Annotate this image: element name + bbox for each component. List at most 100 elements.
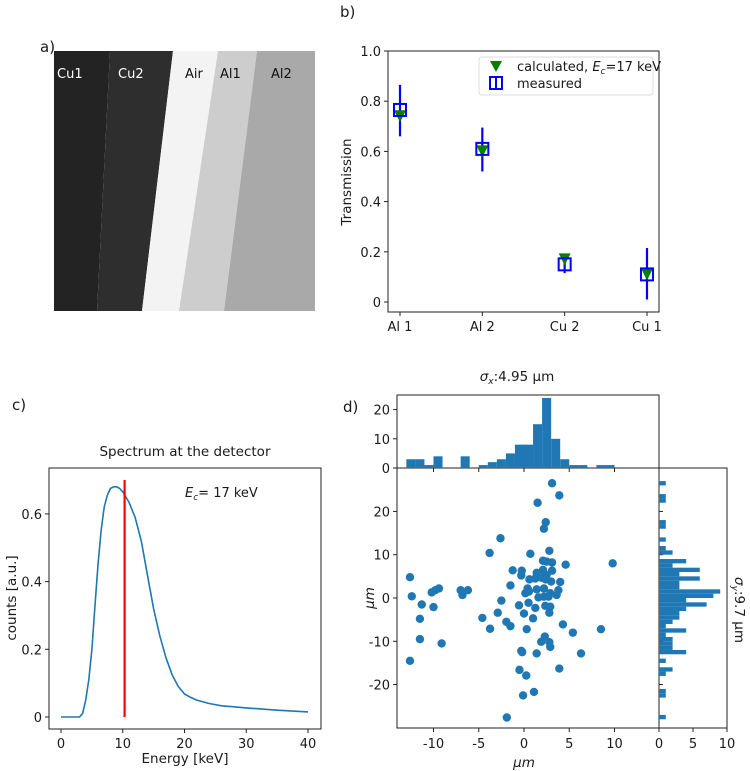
b-calculated-point: [476, 145, 489, 158]
d-scatter-point: [407, 592, 416, 601]
region-label: Air: [185, 67, 204, 82]
d-xlabel: μm: [512, 755, 535, 771]
d-scatter-point: [518, 691, 528, 700]
d-yhist-bar: [659, 563, 673, 568]
d-scatter-point: [547, 479, 557, 488]
d-scatter-point: [576, 649, 586, 658]
panel-label-b: b): [340, 3, 355, 21]
panel-label-d: d): [343, 398, 358, 416]
legend-measured: measured: [517, 77, 582, 92]
d-scatter-point: [541, 518, 550, 527]
d-yhist-bar: [659, 494, 666, 499]
d-scatter-point: [478, 613, 487, 623]
d-scatter-point: [493, 608, 502, 617]
b-ylabel: Transmission: [339, 138, 355, 226]
d-scatter-point: [485, 624, 495, 633]
region-cu2: [97, 51, 173, 311]
d-xhist-bar: [415, 459, 425, 468]
b-xtick-label: Cu 2: [550, 320, 580, 335]
region-label: Cu1: [57, 67, 83, 82]
region-air: [142, 51, 218, 311]
b-ytick-label: 0.2: [360, 246, 381, 261]
d-yhist-xtick-label: 0: [655, 737, 663, 752]
d-scatter-point: [502, 713, 512, 722]
d-scatter-point: [558, 620, 568, 629]
d-scatter-point: [545, 608, 554, 617]
b-xtick-label: Al 2: [470, 320, 495, 335]
c-ytick-label: 0: [34, 711, 42, 726]
d-scatter-point: [429, 602, 438, 612]
d-yhist-bar: [659, 576, 700, 581]
b-legend: calculated, Ec=17 keV measured: [478, 56, 661, 96]
d-scatter-point: [417, 600, 426, 609]
d-scatter-point: [463, 586, 473, 595]
d-scatter-point: [506, 621, 515, 631]
d-scatter-point: [568, 628, 578, 637]
panel-c-spectrum-chart: Spectrum at the detector Energy [keV] co…: [4, 444, 322, 767]
panel-label-a: a): [40, 38, 55, 56]
d-xhist-bar: [569, 465, 579, 468]
d-xhist-bar: [424, 465, 434, 468]
d-xhist-bar: [560, 459, 570, 468]
d-scatter-point: [415, 634, 425, 644]
c-spectrum-line: [61, 485, 309, 718]
d-yhist-bar: [659, 628, 687, 633]
panel-a-image: Cu1 Cu2 Air Al1 Al2: [54, 51, 315, 311]
c-xtick-label: 20: [176, 737, 193, 752]
d-yhist-bar: [659, 606, 687, 611]
d-yhist-bar: [659, 559, 687, 564]
d-xhist-bar: [533, 424, 543, 468]
d-scatter-frame: [396, 467, 660, 729]
d-scatter-point: [517, 647, 527, 657]
d-scatter-point: [524, 587, 534, 596]
d-xtick-label: -5: [472, 737, 485, 752]
d-yhist-bar: [659, 671, 666, 676]
d-yhist-bar: [659, 589, 721, 594]
b-axes-frame: [387, 50, 660, 313]
d-scatter-point: [531, 603, 540, 613]
d-xhist-ytick-label: 20: [373, 404, 390, 419]
c-ytick-label: 0.6: [21, 508, 42, 523]
legend-box: [478, 56, 654, 96]
d-yhist-bar: [659, 632, 666, 637]
d-xhist-bar: [596, 465, 606, 468]
c-ylabel: counts [a.u.]: [4, 555, 20, 640]
d-yhist-bar: [659, 598, 687, 603]
d-ytick-label: 20: [373, 505, 390, 520]
d-yhist-xtick-label: 5: [689, 737, 697, 752]
b-ytick-label: 0.8: [360, 95, 381, 110]
region-label: Al1: [220, 67, 241, 82]
d-scatter-point: [596, 624, 606, 634]
d-yhist-bar: [659, 537, 666, 542]
c-xtick-label: 0: [57, 737, 65, 752]
d-scatter-point: [522, 671, 531, 680]
d-ytick-label: -10: [369, 635, 390, 650]
b-xtick-label: Cu 1: [632, 320, 662, 335]
d-scatter-point: [561, 560, 570, 569]
d-scatter-point: [522, 624, 531, 634]
d-scatter-point: [532, 649, 541, 658]
d-yhist-bar: [659, 623, 666, 629]
d-yhist-bar: [659, 636, 673, 642]
d-yhist-bar: [659, 498, 666, 503]
d-scatter-point: [526, 549, 535, 559]
c-ytick-label: 0.4: [21, 576, 42, 591]
b-ytick-label: 1.0: [360, 45, 381, 60]
region-label: Cu2: [118, 67, 144, 82]
d-yhist-bar: [659, 649, 687, 655]
d-xhist-bar: [551, 438, 561, 468]
c-xtick-label: 10: [114, 737, 131, 752]
d-xhist-bar: [514, 444, 524, 468]
d-scatter-point: [536, 637, 546, 646]
d-scatter-point: [528, 614, 538, 623]
d-scatter-point: [514, 601, 524, 610]
d-yhist-bar: [659, 714, 666, 720]
c-annotation: Ec= 17 keV: [185, 486, 258, 503]
d-xhist-bar: [496, 459, 506, 468]
d-xtick-label: -10: [423, 737, 444, 752]
d-scatter-point: [547, 558, 557, 567]
legend-triangle-marker: [490, 61, 502, 72]
d-scatter-point: [497, 596, 506, 605]
d-yhist-bar: [659, 567, 700, 573]
b-measured-point: [475, 141, 490, 156]
